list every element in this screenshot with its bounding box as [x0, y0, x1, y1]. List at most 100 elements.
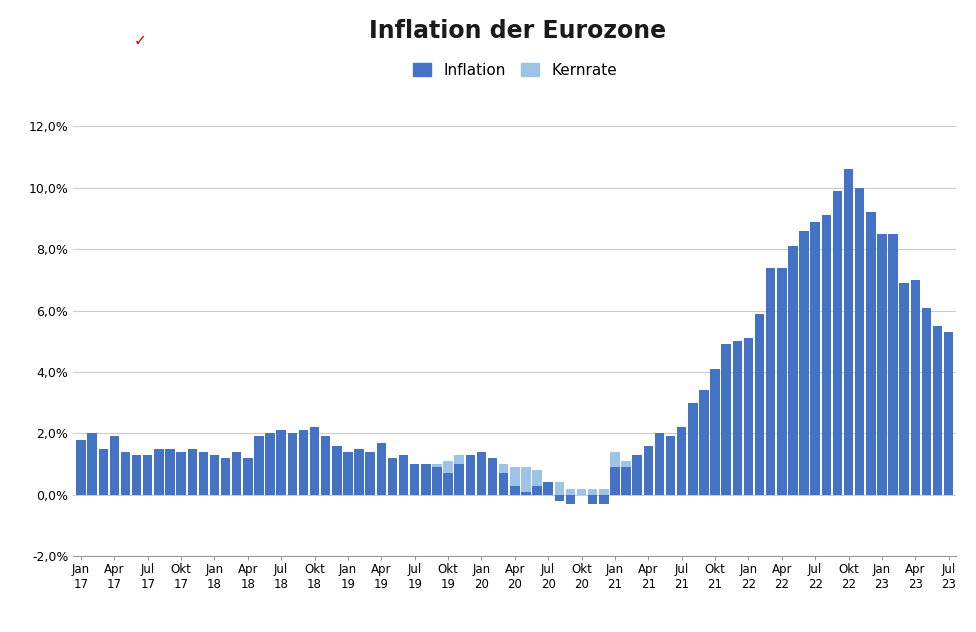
Bar — [276, 430, 286, 495]
Bar — [900, 320, 909, 495]
Bar — [210, 464, 220, 495]
Bar — [387, 470, 397, 495]
Bar — [822, 216, 831, 495]
Bar — [354, 449, 364, 495]
Bar — [466, 455, 475, 495]
Bar — [309, 461, 319, 495]
Bar — [622, 461, 630, 495]
Bar — [421, 464, 430, 495]
Bar — [177, 452, 185, 495]
Bar — [510, 467, 519, 495]
Bar — [866, 212, 875, 495]
Bar — [455, 455, 464, 495]
Bar — [443, 461, 453, 495]
Bar — [410, 464, 420, 495]
Bar — [143, 458, 152, 495]
Bar — [499, 464, 508, 495]
Bar — [544, 482, 553, 495]
Bar — [632, 455, 642, 495]
Bar — [165, 449, 175, 495]
Bar — [632, 464, 642, 495]
Bar — [199, 464, 208, 495]
Bar — [866, 335, 875, 495]
Bar — [888, 323, 898, 495]
Bar — [544, 482, 553, 495]
Bar — [187, 449, 197, 495]
Bar — [521, 492, 531, 495]
Bar — [109, 464, 119, 495]
Bar — [733, 341, 742, 495]
Bar — [677, 427, 686, 495]
Bar — [789, 378, 797, 495]
Bar — [332, 464, 342, 495]
Bar — [566, 495, 575, 504]
Bar — [622, 467, 630, 495]
Bar — [121, 467, 130, 495]
Bar — [532, 470, 542, 495]
Legend: Inflation, Kernrate: Inflation, Kernrate — [406, 57, 624, 84]
Bar — [577, 489, 587, 495]
Bar — [432, 464, 442, 495]
Bar — [121, 452, 130, 495]
Text: ✓: ✓ — [134, 33, 146, 49]
Bar — [777, 267, 787, 495]
Bar — [855, 341, 865, 495]
Bar — [88, 467, 97, 495]
Bar — [521, 467, 531, 495]
Bar — [711, 434, 720, 495]
Bar — [321, 464, 331, 495]
Bar — [810, 222, 820, 495]
Bar — [711, 369, 720, 495]
Bar — [855, 188, 865, 495]
Bar — [365, 452, 375, 495]
Bar — [744, 338, 753, 495]
Bar — [789, 246, 797, 495]
Bar — [599, 495, 609, 504]
Bar — [655, 434, 665, 495]
Bar — [243, 458, 253, 495]
Bar — [844, 169, 853, 495]
Bar — [109, 437, 119, 495]
Bar — [733, 415, 742, 495]
Bar — [232, 452, 241, 495]
Bar — [232, 464, 241, 495]
Bar — [344, 461, 352, 495]
Bar — [299, 430, 308, 495]
Bar — [944, 332, 954, 495]
Bar — [321, 437, 331, 495]
Bar — [344, 452, 352, 495]
Bar — [643, 467, 653, 495]
Bar — [432, 467, 442, 495]
Bar — [799, 231, 809, 495]
Circle shape — [92, 17, 187, 65]
Bar — [377, 461, 386, 495]
Bar — [721, 415, 731, 495]
Bar — [933, 326, 942, 495]
Bar — [877, 335, 886, 495]
Bar — [143, 455, 152, 495]
Bar — [309, 427, 319, 495]
Bar — [599, 489, 609, 495]
Bar — [677, 473, 686, 495]
Bar — [443, 473, 453, 495]
Bar — [221, 458, 230, 495]
Bar — [288, 461, 297, 495]
Bar — [466, 455, 475, 495]
Bar — [588, 495, 597, 504]
Bar — [243, 461, 253, 495]
Bar — [154, 464, 164, 495]
Bar — [688, 446, 698, 495]
Bar — [132, 467, 142, 495]
Text: Inflation der Eurozone: Inflation der Eurozone — [369, 19, 666, 43]
Bar — [199, 452, 208, 495]
Bar — [377, 442, 386, 495]
Bar — [255, 437, 264, 495]
Bar — [554, 482, 564, 495]
Bar — [410, 467, 420, 495]
Bar — [476, 458, 486, 495]
Bar — [132, 455, 142, 495]
Bar — [276, 458, 286, 495]
Bar — [610, 452, 620, 495]
Bar — [476, 452, 486, 495]
Bar — [877, 234, 886, 495]
